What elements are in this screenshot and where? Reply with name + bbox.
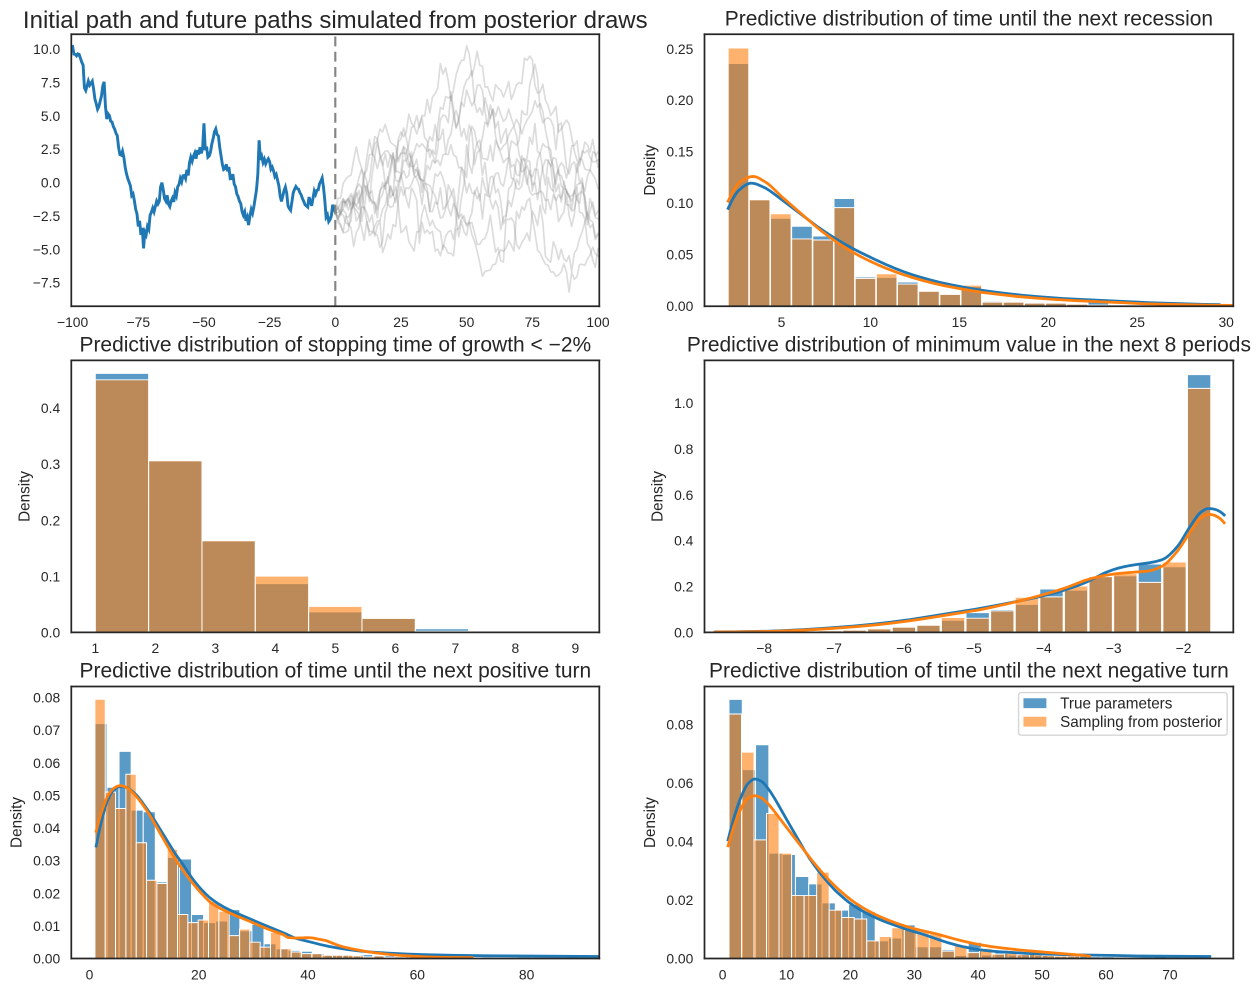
svg-text:Predictive distribution of tim: Predictive distribution of time until th… [725,7,1213,30]
svg-text:20: 20 [843,966,859,982]
svg-text:−25: −25 [258,314,282,330]
svg-text:0.08: 0.08 [33,690,60,706]
svg-text:−3: −3 [1106,640,1122,656]
svg-text:0.0: 0.0 [41,624,61,640]
svg-text:0.01: 0.01 [33,918,60,934]
svg-text:0.08: 0.08 [666,716,693,732]
svg-text:0.6: 0.6 [674,487,694,503]
svg-text:0.02: 0.02 [33,885,60,901]
svg-text:0.06: 0.06 [666,775,693,791]
svg-text:0.06: 0.06 [33,755,60,771]
svg-text:7.5: 7.5 [41,75,61,91]
svg-text:6: 6 [391,640,399,656]
svg-text:0.25: 0.25 [666,41,693,57]
svg-text:50: 50 [1034,966,1050,982]
svg-text:0: 0 [719,966,727,982]
svg-text:0.03: 0.03 [33,853,60,869]
svg-text:0.00: 0.00 [666,951,693,967]
svg-text:80: 80 [519,966,535,982]
svg-text:30: 30 [907,966,923,982]
svg-text:0.15: 0.15 [666,144,693,160]
svg-text:Density: Density [16,471,33,522]
svg-text:4: 4 [271,640,279,656]
svg-text:Sampling from posterior: Sampling from posterior [1060,714,1222,731]
svg-text:0.05: 0.05 [666,247,693,263]
svg-text:0.00: 0.00 [666,298,693,314]
svg-text:60: 60 [1098,966,1114,982]
svg-text:Predictive distribution of tim: Predictive distribution of time until th… [79,660,591,683]
svg-text:7: 7 [451,640,459,656]
svg-text:50: 50 [459,314,475,330]
svg-text:40: 40 [970,966,986,982]
svg-text:0.1: 0.1 [41,568,61,584]
svg-text:−6: −6 [896,640,912,656]
svg-text:0.0: 0.0 [674,624,694,640]
svg-text:Predictive distribution of sto: Predictive distribution of stopping time… [79,334,591,357]
svg-text:0.05: 0.05 [33,787,60,803]
svg-text:100: 100 [586,314,609,330]
svg-text:0: 0 [331,314,339,330]
svg-text:1: 1 [91,640,99,656]
svg-text:2.5: 2.5 [41,141,61,157]
svg-text:30: 30 [1218,314,1234,330]
svg-text:20: 20 [1041,314,1057,330]
svg-text:75: 75 [525,314,541,330]
svg-text:−5.0: −5.0 [33,241,61,257]
svg-text:60: 60 [410,966,426,982]
svg-text:10.0: 10.0 [33,41,60,57]
svg-text:−7: −7 [826,640,842,656]
svg-text:0.3: 0.3 [41,456,61,472]
svg-text:0.2: 0.2 [674,579,694,595]
svg-text:True parameters: True parameters [1060,696,1173,713]
svg-text:−2: −2 [1176,640,1192,656]
svg-text:0.10: 0.10 [666,195,693,211]
svg-text:9: 9 [571,640,579,656]
svg-text:0.00: 0.00 [33,951,60,967]
svg-text:5.0: 5.0 [41,108,61,124]
svg-text:0.07: 0.07 [33,722,60,738]
svg-text:5: 5 [331,640,339,656]
svg-text:Density: Density [9,797,26,848]
svg-text:Predictive distribution of tim: Predictive distribution of time until th… [709,660,1229,683]
svg-text:15: 15 [952,314,968,330]
svg-text:−50: −50 [192,314,216,330]
svg-text:0.4: 0.4 [41,400,61,416]
svg-text:Density: Density [650,471,667,522]
svg-text:10: 10 [863,314,879,330]
svg-text:20: 20 [191,966,207,982]
svg-text:−4: −4 [1036,640,1052,656]
svg-text:Predictive distribution of min: Predictive distribution of minimum value… [687,334,1251,357]
svg-text:−8: −8 [756,640,772,656]
svg-text:0.02: 0.02 [666,892,693,908]
svg-text:0.0: 0.0 [41,175,61,191]
svg-text:0.2: 0.2 [41,512,61,528]
svg-text:Density: Density [642,797,659,848]
svg-text:0.8: 0.8 [674,441,694,457]
svg-text:−100: −100 [57,314,89,330]
svg-text:5: 5 [778,314,786,330]
svg-text:3: 3 [211,640,219,656]
svg-text:0.4: 0.4 [674,533,694,549]
svg-text:10: 10 [779,966,795,982]
svg-text:−5: −5 [966,640,982,656]
svg-text:2: 2 [151,640,159,656]
svg-text:−7.5: −7.5 [33,275,61,291]
svg-text:−75: −75 [127,314,151,330]
svg-text:Density: Density [642,144,659,195]
svg-text:0.04: 0.04 [666,833,693,849]
svg-text:0.20: 0.20 [666,92,693,108]
svg-text:40: 40 [300,966,316,982]
svg-text:70: 70 [1162,966,1178,982]
svg-text:−2.5: −2.5 [33,208,61,224]
svg-text:0.04: 0.04 [33,820,60,836]
svg-text:8: 8 [511,640,519,656]
svg-text:0: 0 [86,966,94,982]
svg-text:Initial path and future paths: Initial path and future paths simulated … [23,7,648,34]
svg-text:1.0: 1.0 [674,395,694,411]
svg-text:25: 25 [393,314,409,330]
svg-text:25: 25 [1130,314,1146,330]
